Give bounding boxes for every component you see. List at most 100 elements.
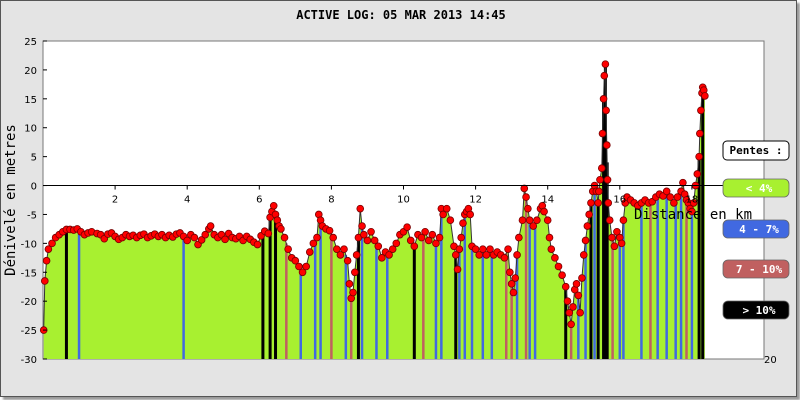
profile-point [360, 230, 368, 239]
profile-point [679, 178, 687, 187]
profile-point [689, 199, 698, 207]
profile-point [183, 236, 192, 245]
profile-point [435, 233, 444, 242]
profile-point [471, 245, 480, 253]
profile-point [421, 228, 429, 236]
profile-point [567, 320, 575, 329]
profile-point [410, 242, 419, 251]
profile-point [697, 106, 705, 115]
profile-area-layer [43, 64, 705, 359]
profile-point [596, 175, 604, 184]
profile-point [513, 251, 521, 259]
y-tick-label: 5 [31, 153, 37, 164]
profile-point [608, 233, 616, 242]
profile-point [479, 245, 487, 253]
profile-point [572, 280, 581, 288]
profile-point [340, 245, 348, 253]
y-tick-label: 10 [24, 124, 37, 135]
profile-point [558, 271, 566, 279]
y-tick-layer: 25 20 15 10 5 0 -5 -10 -15 -20 -25 -30 [21, 37, 47, 366]
profile-point [662, 187, 671, 196]
profile-point [545, 233, 554, 242]
profile-point [277, 225, 285, 233]
x-tick-label: 10 [397, 195, 410, 206]
profile-point [506, 268, 514, 277]
profile-point [509, 288, 518, 297]
x-tick-layer: 2 4 6 8 10 12 14 16 18 [112, 185, 699, 206]
profile-point [48, 239, 56, 248]
profile-point [475, 251, 484, 259]
profile-point [343, 256, 352, 265]
y-tick-label: 25 [24, 37, 37, 48]
profile-point [610, 242, 619, 251]
profile-point [598, 129, 607, 138]
legend-swatch [722, 219, 790, 239]
profile-point [325, 226, 334, 235]
profile-point [329, 233, 338, 242]
profile-point [595, 187, 603, 196]
profile-point [352, 251, 361, 259]
profile-point [424, 236, 433, 245]
profile-point [309, 239, 318, 248]
profile-point [601, 60, 610, 68]
legend-label: 4 - 7% [739, 223, 779, 236]
profile-point [540, 207, 548, 216]
y-tick-label: -15 [21, 268, 37, 279]
y-tick-label: -20 [21, 297, 37, 308]
chart-title: ACTIVE LOG: 05 MAR 2013 14:45 [296, 8, 506, 22]
profile-point [403, 223, 411, 231]
profile-point [500, 254, 509, 262]
legend-swatch [722, 259, 790, 279]
profile-point [547, 245, 556, 253]
profile-point [515, 233, 523, 242]
x-tick-label: 8 [328, 195, 334, 206]
profile-point [569, 303, 577, 311]
profile-point [356, 204, 365, 213]
profile-point [280, 233, 289, 242]
profile-point [543, 216, 552, 225]
profile-point [486, 245, 494, 253]
profile-point [336, 251, 345, 259]
profile-point [617, 239, 626, 248]
profile-point [561, 282, 570, 291]
profile-point [551, 254, 559, 262]
x-tick-label: 12 [469, 195, 482, 206]
profile-point [565, 308, 574, 317]
profile-point [604, 199, 613, 207]
profile-point [522, 193, 530, 201]
profile-point [406, 236, 415, 245]
profile-point [504, 245, 512, 253]
profile-point [42, 256, 51, 265]
profile-point [392, 239, 401, 248]
legend: Pentes : < 4% 4 - 7% 7 - 10% > 10% [722, 140, 790, 320]
profile-point-layer [39, 60, 709, 334]
profile-point [305, 248, 314, 256]
profile-point [459, 219, 467, 227]
profile-point [603, 175, 612, 184]
profile-point [457, 233, 465, 242]
profile-point [585, 210, 593, 219]
profile-point [581, 236, 590, 245]
profile-point [190, 233, 199, 242]
profile-point [363, 236, 372, 245]
x-end-tick-label: 20 [764, 355, 777, 366]
profile-point [579, 251, 588, 259]
y-tick-label: -25 [21, 326, 37, 337]
profile-point [576, 308, 584, 317]
profile-point [482, 251, 491, 259]
profile-point [583, 222, 592, 230]
y-tick-label: -30 [21, 355, 37, 366]
profile-point [358, 222, 366, 230]
x-tick-label: 16 [613, 195, 626, 206]
profile-point [673, 193, 682, 201]
x-tick-label: 18 [686, 195, 699, 206]
profile-point [563, 297, 572, 305]
profile-point [44, 245, 53, 253]
profile-point [302, 262, 310, 271]
profile-point [349, 288, 357, 297]
profile-point [378, 254, 386, 262]
profile-point [446, 216, 455, 225]
profile-point [693, 170, 702, 178]
profile-point [370, 236, 379, 245]
